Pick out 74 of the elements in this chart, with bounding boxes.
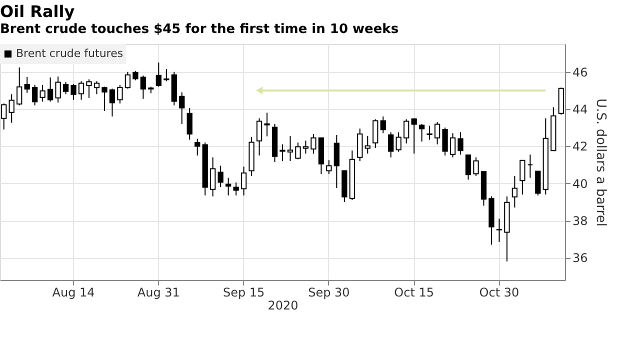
candlestick: [334, 134, 340, 189]
candlestick: [535, 170, 541, 196]
y-tick-label: 40: [572, 176, 588, 191]
candlestick: [310, 134, 316, 154]
candlestick: [78, 80, 84, 100]
candlestick: [8, 94, 14, 124]
chart-subtitle: Brent crude touches $45 for the first time in 10 weeks: [0, 22, 399, 37]
candlestick: [473, 156, 479, 176]
x-axis-title: 2020: [268, 298, 298, 312]
candlestick: [450, 132, 456, 158]
candlestick: [380, 116, 386, 134]
x-tick-label: Sep 30: [308, 286, 350, 300]
candlestick: [388, 132, 394, 158]
candlestick: [164, 68, 170, 82]
candlestick: [512, 175, 518, 208]
candlestick: [411, 118, 417, 154]
candlestick: [520, 160, 526, 196]
candlestick: [94, 80, 100, 95]
y-tick-label: 36: [572, 251, 588, 266]
candlestick: [418, 123, 425, 142]
candlestick: [109, 88, 116, 117]
candlestick: [404, 118, 410, 144]
candlestick: [434, 122, 440, 145]
candlestick: [240, 166, 247, 196]
candlestick: [16, 66, 22, 106]
candlestick: [264, 112, 270, 137]
candlestick: [24, 76, 30, 94]
candlestick: [465, 154, 472, 180]
candlestick: [496, 218, 502, 242]
candlestick: [218, 165, 224, 188]
y-tick-label: 38: [572, 214, 588, 228]
candlestick: [70, 83, 76, 100]
y-tick-label: 42: [572, 140, 588, 154]
chart-title: Oil Rally: [0, 2, 76, 21]
candlestick: [32, 84, 38, 106]
candlestick: [179, 92, 185, 124]
candlestick: [442, 127, 448, 156]
candlestick: [194, 138, 200, 156]
x-tick-label: Aug 14: [52, 286, 95, 300]
candlestick: [86, 78, 92, 98]
x-tick-label: Sep 15: [222, 286, 265, 300]
x-tick-label: Aug 31: [137, 286, 180, 300]
y-tick-label: 46: [572, 65, 588, 80]
candlestick: [295, 142, 301, 160]
candlestick: [256, 118, 262, 156]
candlestick: [55, 76, 61, 104]
candlestick: [62, 82, 69, 95]
candlestick: [458, 132, 464, 156]
candlestick: [357, 128, 363, 162]
candlestick: [117, 84, 123, 104]
candlestick: [426, 125, 432, 140]
legend-label: Brent crude futures: [16, 47, 124, 60]
x-tick-label: Oct 15: [394, 286, 434, 300]
y-axis-title: U.S. dollars a barrel: [592, 98, 608, 226]
candlestick: [396, 132, 402, 152]
y-tick-label: 44: [572, 102, 588, 117]
candlestick: [210, 156, 216, 197]
candlestick: [132, 70, 138, 81]
candlestick: [372, 118, 378, 149]
candlestick: [40, 84, 46, 102]
x-tick-label: Oct 30: [479, 286, 520, 300]
candlestick: [102, 86, 108, 112]
candlestick: [140, 75, 146, 100]
candlestick: [233, 182, 239, 196]
candlestick: [527, 154, 533, 178]
candlestick: [287, 135, 294, 162]
candlestick: [186, 108, 192, 140]
candlestick: [364, 135, 370, 154]
candlestick: [326, 160, 332, 175]
candlestick: [156, 62, 162, 88]
candlestick: [47, 76, 54, 102]
candlestick: [280, 144, 286, 162]
candlestick: [124, 71, 131, 90]
candlestick: [226, 177, 232, 196]
